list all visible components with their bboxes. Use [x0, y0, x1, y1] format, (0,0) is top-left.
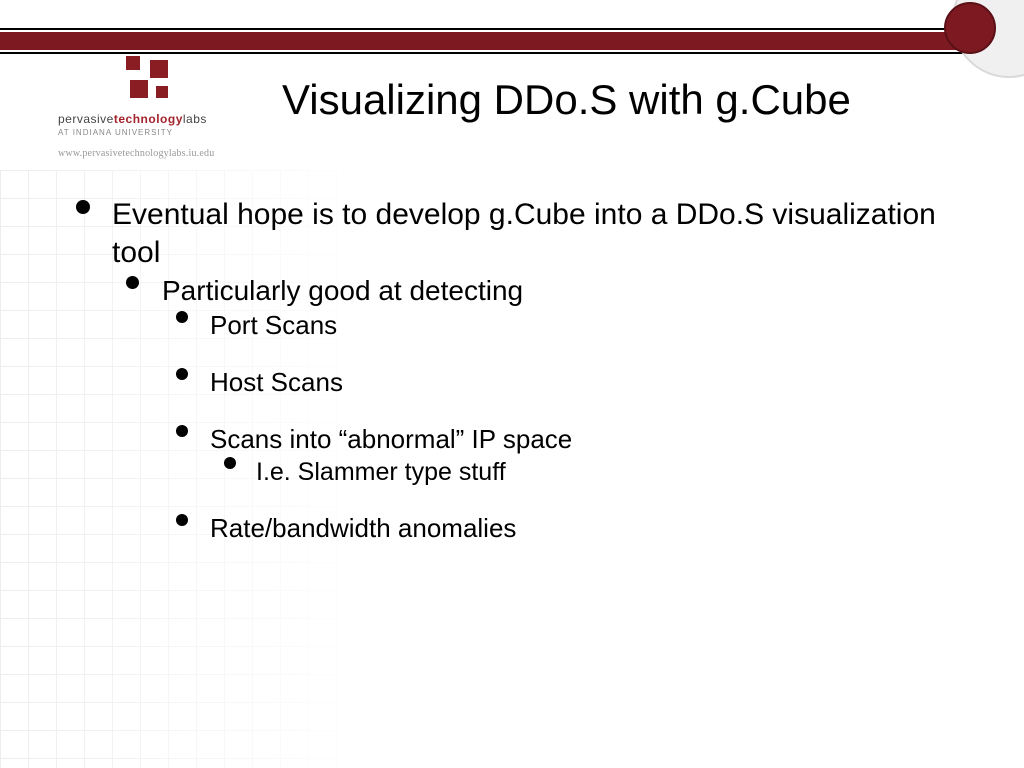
- header-rule-bottom: [0, 52, 1024, 54]
- logo-text: pervasivetechnologylabs: [58, 112, 207, 126]
- bullet-dot-icon: [176, 514, 188, 526]
- logo-word-1: pervasive: [58, 112, 114, 126]
- bullet-level2: Particularly good at detecting Port Scan…: [122, 273, 954, 546]
- bullet-dot-icon: [126, 276, 139, 289]
- slide: pervasivetechnologylabs AT INDIANA UNIVE…: [0, 0, 1024, 768]
- slide-title: Visualizing DDo.S with g.Cube: [282, 76, 851, 124]
- bullet-text: Particularly good at detecting: [162, 275, 523, 306]
- bullet-level1: Eventual hope is to develop g.Cube into …: [70, 196, 954, 546]
- header-rule-top: [0, 28, 1024, 30]
- corner-decoration: [926, 0, 1024, 74]
- corner-disc-icon: [944, 2, 996, 54]
- bullet-dot-icon: [176, 311, 188, 323]
- logo-subline: AT INDIANA UNIVERSITY: [58, 128, 173, 137]
- logo-word-2: technology: [114, 112, 183, 126]
- bullet-text: Scans into “abnormal” IP space: [210, 424, 572, 454]
- bullet-level3: Scans into “abnormal” IP space I.e. Slam…: [172, 423, 954, 488]
- bullet-level3: Port Scans: [172, 309, 954, 342]
- header-band: [0, 32, 970, 50]
- bullet-level4: I.e. Slammer type stuff: [220, 456, 954, 488]
- bullet-text: Eventual hope is to develop g.Cube into …: [112, 198, 936, 269]
- bullet-text: Port Scans: [210, 310, 337, 340]
- bullet-dot-icon: [176, 425, 188, 437]
- slide-content: Eventual hope is to develop g.Cube into …: [70, 196, 954, 570]
- bullet-dot-icon: [176, 368, 188, 380]
- bullet-text: Host Scans: [210, 367, 343, 397]
- bullet-level3: Host Scans: [172, 366, 954, 399]
- header-stripe: [0, 14, 1024, 40]
- bullet-level3: Rate/bandwidth anomalies: [172, 512, 954, 545]
- logo-mark-icon: [126, 56, 174, 104]
- bullet-dot-icon: [224, 457, 236, 469]
- logo-url: www.pervasivetechnologylabs.iu.edu: [58, 148, 214, 159]
- bullet-text: Rate/bandwidth anomalies: [210, 513, 516, 543]
- bullet-text: I.e. Slammer type stuff: [256, 458, 506, 486]
- bullet-dot-icon: [76, 200, 90, 214]
- logo-word-3: labs: [183, 112, 207, 126]
